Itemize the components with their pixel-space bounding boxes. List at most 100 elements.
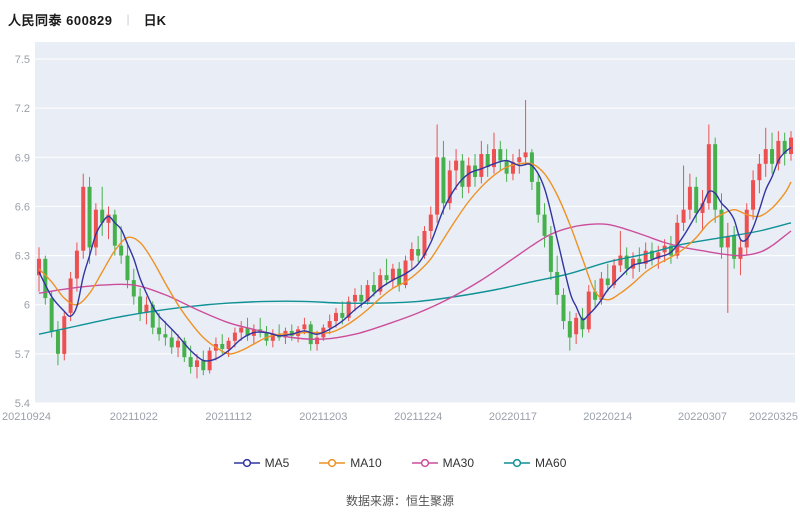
candle-body-down <box>529 152 534 182</box>
candle-body-down <box>719 209 724 248</box>
candle-body-up <box>466 165 471 187</box>
candle-body-up <box>447 170 452 204</box>
x-tick-label: 20220325 <box>749 411 798 423</box>
legend-circle-icon <box>512 458 522 468</box>
candle-body-down <box>460 160 465 187</box>
x-tick-label: 20220307 <box>678 411 727 423</box>
data-source-text: 数据来源：恒生聚源 <box>345 494 454 508</box>
candle-body-up <box>618 255 623 266</box>
candle-body-up <box>378 275 383 292</box>
candle-body-down <box>732 235 737 259</box>
legend-circle-icon <box>242 458 251 468</box>
candle-body-up <box>409 249 414 261</box>
candle-body-down <box>340 312 345 318</box>
legend-label-ma30: MA30 <box>442 456 475 470</box>
candle-body-up <box>327 321 332 328</box>
ma30-line <box>38 223 792 340</box>
candle-body-up <box>681 209 686 223</box>
candle-body-down <box>264 332 269 341</box>
stock-title: 人民同泰 600829 <box>8 12 113 28</box>
legend-item-ma5[interactable]: MA5 <box>233 456 289 470</box>
candle-body-up <box>656 252 661 259</box>
candle-body-up <box>776 140 781 164</box>
y-tick-label: 6.3 <box>15 251 30 263</box>
candle-body-down <box>119 245 124 256</box>
candle-body-up <box>574 317 579 335</box>
candle-body-down <box>371 285 376 292</box>
candle-body-down <box>624 255 629 269</box>
y-tick-label: 5.4 <box>15 398 30 410</box>
candle-body-down <box>182 340 187 358</box>
legend-item-ma30[interactable]: MA30 <box>411 456 475 470</box>
candle-body-up <box>725 235 730 248</box>
legend-item-ma10[interactable]: MA10 <box>319 456 382 470</box>
candle-body-up <box>738 247 743 259</box>
candle-body-up <box>422 231 427 256</box>
candle-body-up <box>365 285 370 302</box>
candle-body-down <box>498 149 503 161</box>
x-tick-label: 20220117 <box>489 411 537 423</box>
legend-marker-glyph <box>233 458 260 468</box>
candle-body-down <box>138 296 143 313</box>
candle-body-up <box>37 258 41 276</box>
candle-body-up <box>454 160 459 171</box>
candle-body-up <box>789 137 793 154</box>
x-tick-label: 20211203 <box>299 411 347 423</box>
candle-body-up <box>346 301 351 318</box>
candle-body-up <box>106 214 111 223</box>
candle-body-down <box>125 255 130 281</box>
candle-body-down <box>359 294 364 302</box>
candle-body-down <box>637 258 642 264</box>
candle-body-up <box>302 324 307 330</box>
candle-body-up <box>334 312 339 322</box>
candle-body-up <box>517 157 522 163</box>
candle-body-up <box>62 316 67 354</box>
title-separator: | <box>126 12 130 26</box>
x-tick-label: 20220214 <box>583 411 632 423</box>
candle-body-down <box>131 280 136 297</box>
candle-body-down <box>542 214 547 236</box>
candle-body-up <box>270 334 275 341</box>
candle-body-down <box>157 327 162 335</box>
candle-body-up <box>523 152 528 158</box>
x-tick-label: 20210924 <box>2 411 51 423</box>
candle-body-up <box>239 327 244 333</box>
candle-body-up <box>390 268 395 281</box>
plot-background <box>35 42 795 403</box>
candle-body-down <box>416 249 421 256</box>
candle-body-up <box>700 203 705 213</box>
candle-body-up <box>315 337 320 345</box>
y-tick-label: 6.9 <box>15 152 30 164</box>
candle-body-down <box>49 298 54 331</box>
candle-body-down <box>308 324 313 345</box>
candle-body-up <box>68 278 73 313</box>
legend-item-ma60[interactable]: MA60 <box>504 456 566 470</box>
legend-label-ma60: MA60 <box>535 456 567 470</box>
ma60-line <box>38 222 792 335</box>
candle-body-down <box>605 278 610 286</box>
candle-body-down <box>43 258 48 299</box>
y-tick-label: 5.7 <box>15 349 30 361</box>
candle-body-down <box>201 360 206 371</box>
candle-body-down <box>485 154 490 168</box>
candle-body-up <box>352 294 357 302</box>
ma-legend: MA5 MA10 MA30 MA60 <box>0 456 800 470</box>
candle-body-down <box>55 330 60 354</box>
candle-body-down <box>649 250 654 259</box>
candle-body-down <box>100 209 105 223</box>
candle-body-down <box>567 321 572 338</box>
candle-body-up <box>479 154 484 177</box>
candle-body-down <box>713 144 718 210</box>
ma5-line <box>38 146 792 362</box>
legend-circle-icon <box>420 458 429 468</box>
candle-body-down <box>169 337 174 348</box>
candle-body-down <box>561 294 566 322</box>
x-tick-label: 20211022 <box>110 411 158 423</box>
candle-body-up <box>612 265 617 286</box>
candle-body-down <box>384 275 389 281</box>
candle-body-down <box>289 330 294 336</box>
candle-body-down <box>112 214 117 246</box>
candle-body-down <box>548 235 553 272</box>
period-label-daily-k: 日K <box>143 12 167 28</box>
